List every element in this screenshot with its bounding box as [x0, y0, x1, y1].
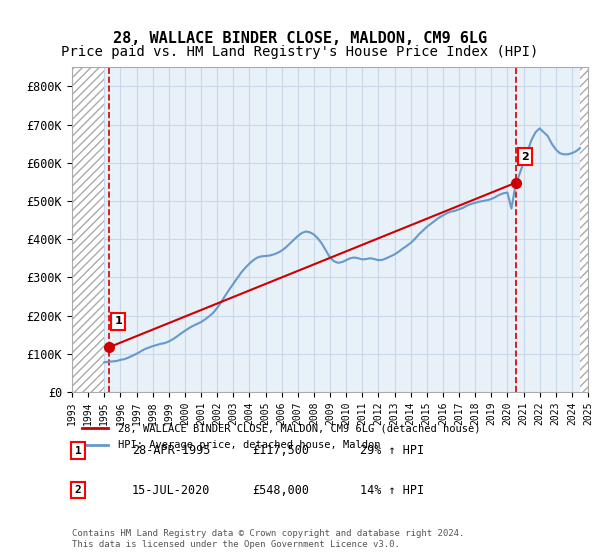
Text: £117,500: £117,500 — [252, 444, 309, 458]
Text: 15-JUL-2020: 15-JUL-2020 — [132, 483, 211, 497]
Text: 14% ↑ HPI: 14% ↑ HPI — [360, 483, 424, 497]
Text: 2: 2 — [521, 152, 529, 162]
Bar — [72, 67, 104, 392]
Text: Contains HM Land Registry data © Crown copyright and database right 2024.
This d: Contains HM Land Registry data © Crown c… — [72, 529, 464, 549]
Text: 1: 1 — [114, 316, 122, 326]
Text: 28, WALLACE BINDER CLOSE, MALDON, CM9 6LG (detached house): 28, WALLACE BINDER CLOSE, MALDON, CM9 6L… — [118, 423, 481, 433]
Text: 28, WALLACE BINDER CLOSE, MALDON, CM9 6LG: 28, WALLACE BINDER CLOSE, MALDON, CM9 6L… — [113, 31, 487, 46]
Text: 29% ↑ HPI: 29% ↑ HPI — [360, 444, 424, 458]
Text: HPI: Average price, detached house, Maldon: HPI: Average price, detached house, Mald… — [118, 440, 381, 450]
Text: 2: 2 — [74, 485, 82, 495]
Text: Price paid vs. HM Land Registry's House Price Index (HPI): Price paid vs. HM Land Registry's House … — [61, 45, 539, 59]
Bar — [580, 67, 588, 392]
Text: 1: 1 — [74, 446, 82, 456]
Text: 28-APR-1995: 28-APR-1995 — [132, 444, 211, 458]
Text: £548,000: £548,000 — [252, 483, 309, 497]
